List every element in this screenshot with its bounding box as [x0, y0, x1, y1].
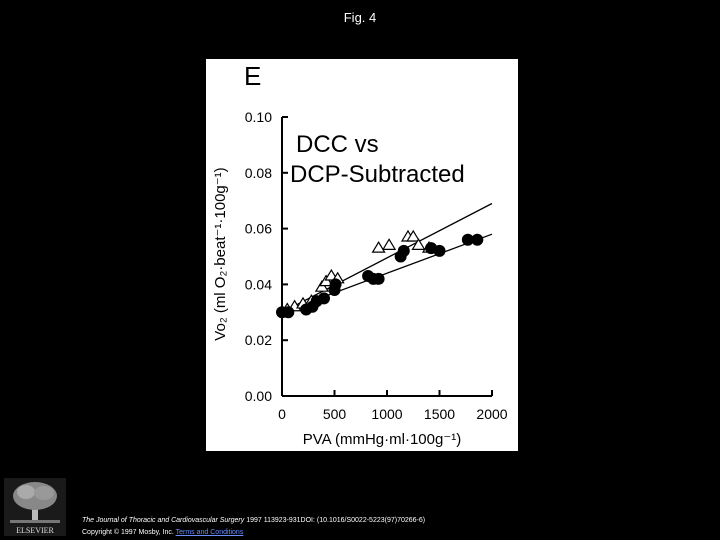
filled-circle-point: [318, 292, 330, 305]
y-tick-label: 0.08: [245, 165, 272, 181]
y-tick-label: 0.06: [245, 221, 272, 237]
citation-journal: The Journal of Thoracic and Cardiovascul…: [82, 517, 245, 524]
scatter-chart: E 0.00 0.02 0.04 0.06 0.08 0.10 0 500 1000 1500 20…: [212, 61, 508, 448]
data-points: [276, 229, 484, 319]
citation-details: 1997 113923-931DOI: (10.1016/S0022-5223(…: [244, 517, 426, 524]
elsevier-logo-icon: ELSEVIER: [4, 478, 66, 536]
open-triangle-point: [406, 229, 421, 242]
x-tick-label: 2000: [476, 406, 507, 422]
filled-circle-point: [329, 278, 342, 291]
axes: [281, 117, 492, 397]
fit-line-1: [281, 202, 493, 313]
chart-title-line: DCC vs: [296, 131, 379, 158]
panel-label: E: [244, 61, 261, 91]
terms-link[interactable]: Terms and Conditions: [175, 529, 244, 536]
y-tick-label: 0.00: [245, 388, 272, 404]
y-axis-label: Vo₂ (ml O₂·beat⁻¹·100g⁻¹): [212, 167, 229, 340]
open-triangle-point: [411, 238, 426, 250]
copyright-line: Copyright © 1997 Mosby, Inc. Terms and C…: [82, 527, 425, 539]
citation-line: The Journal of Thoracic and Cardiovascul…: [82, 515, 425, 527]
fit-lines: [281, 202, 493, 313]
filled-circle-point: [372, 272, 385, 285]
publisher-name: ELSEVIER: [16, 526, 54, 535]
axis-ticks: 0.00 0.02 0.04 0.06 0.08 0.10 0 500 1000 1500 2000: [245, 109, 508, 422]
open-triangle-point: [371, 240, 386, 253]
filled-circle-point: [461, 233, 474, 246]
y-tick-label: 0.04: [245, 276, 272, 292]
open-triangle-point: [382, 238, 397, 250]
x-tick-label: 1500: [424, 406, 455, 422]
slide-title: Fig. 4: [343, 10, 377, 25]
citation-block: The Journal of Thoracic and Cardiovascul…: [82, 515, 425, 539]
filled-circle-point: [397, 244, 410, 257]
x-tick-label: 1000: [371, 406, 402, 422]
y-tick-label: 0.02: [245, 332, 272, 348]
filled-circle-point: [282, 306, 295, 319]
copyright-text: Copyright © 1997 Mosby, Inc.: [82, 529, 176, 536]
chart-title-line: DCP-Subtracted: [290, 161, 465, 188]
y-tick-label: 0.10: [245, 109, 272, 125]
x-axis-label: PVA (mmHg·ml·100g⁻¹): [303, 431, 462, 448]
filled-circle-point: [433, 244, 446, 257]
x-tick-label: 500: [323, 406, 347, 422]
filled-circle-point: [471, 233, 484, 246]
x-tick-label: 0: [278, 406, 286, 422]
figure-panel: E 0.00 0.02 0.04 0.06 0.08 0.10 0 500 1000 1500 20…: [206, 59, 518, 451]
chart-title: DCC vs DCP-Subtracted: [290, 131, 465, 188]
